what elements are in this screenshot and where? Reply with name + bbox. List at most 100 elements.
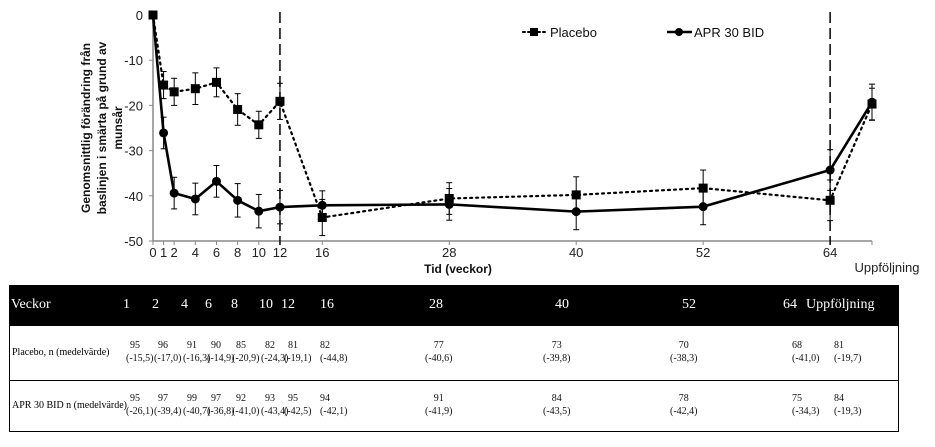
cell-mean: (-34,3) [792, 406, 820, 417]
cell-mean: (-16,3) [183, 353, 211, 364]
y-tick-label: -50 [124, 234, 143, 249]
data-point [867, 97, 877, 107]
cell-n: 92 [236, 393, 246, 404]
cell-n: 91 [433, 393, 444, 404]
table-cell: 95 (-15,5) [126, 339, 154, 365]
data-point [825, 165, 835, 175]
y-tick-label: -30 [124, 144, 143, 159]
x-tick-label: 64 [823, 245, 837, 260]
x-tick-label: 12 [273, 245, 287, 260]
data-point [275, 202, 285, 212]
cell-n: 81 [834, 340, 844, 351]
table-cell: 81 (-19,1) [284, 339, 312, 365]
x-tick-label: 10 [252, 245, 266, 260]
cell-n: 84 [551, 393, 562, 404]
y-axis-title-line: Genomsnittlig förändring från [79, 43, 93, 213]
cell-mean: (-36,8) [207, 406, 235, 417]
cell-n: 94 [320, 393, 330, 404]
cell-mean: (-24,3) [261, 353, 289, 364]
x-tick-label: 40 [569, 245, 583, 260]
table-cell: 82 (-44,8) [320, 339, 348, 365]
legend-item-apr: APR 30 BID [667, 25, 764, 40]
cell-n: 95 [288, 393, 298, 404]
cell-mean: (-41,0) [232, 406, 260, 417]
cell-n: 75 [792, 393, 802, 404]
table-cell: 81 (-19,7) [834, 339, 862, 365]
cell-n: 68 [792, 340, 802, 351]
cell-mean: (-20,9) [232, 353, 260, 364]
legend: Placebo APR 30 BID [522, 25, 764, 40]
cell-mean: (-19,3) [834, 406, 862, 417]
x-tick-label: Uppföljning [854, 260, 919, 275]
cell-n: 73 [551, 340, 562, 351]
data-point [317, 200, 327, 210]
data-table: Veckor 1 2 4 6 8 10 12 16 28 40 52 64 Uppföljning Pl… [9, 285, 899, 433]
axes: 0-10-20-30-40-500 1 2 4 6 8 10 12 16 28 40 52 64Uppf… [124, 8, 919, 275]
cell-mean: (-43,5) [543, 406, 571, 417]
table-cell: 73 (-39,8) [543, 339, 571, 365]
table-cell: 95 (-26,1) [126, 392, 154, 418]
table-cell: 82 (-24,3) [261, 339, 289, 365]
series-placebo [148, 10, 877, 237]
data-point [190, 84, 200, 94]
table-header-cell: 6 [205, 297, 212, 312]
table-header-cell: 2 [152, 297, 159, 312]
data-point [698, 202, 708, 212]
table-cell: 92 (-41,0) [232, 392, 260, 418]
table-header-cell: 12 [281, 297, 295, 312]
data-point [211, 77, 221, 87]
cell-n: 77 [433, 340, 444, 351]
table-cell: 93 (-43,4) [261, 392, 289, 418]
y-axis-title: Genomsnittlig förändring från baslinjen i… [79, 41, 125, 214]
cell-mean: (-17,0) [154, 353, 182, 364]
table-cell: 84 (-43,5) [543, 392, 571, 418]
cell-mean: (-42,4) [670, 406, 698, 417]
data-point [571, 207, 581, 217]
y-tick-label: -20 [124, 98, 143, 113]
cell-mean: (-19,1) [284, 353, 312, 364]
data-point [825, 195, 835, 205]
table-cell: 75 (-34,3) [792, 392, 820, 418]
y-tick-label: -40 [124, 189, 143, 204]
cell-mean: (-41,9) [425, 406, 453, 417]
cell-n: 82 [320, 340, 330, 351]
data-point [254, 120, 264, 130]
legend-circle-marker-icon [675, 28, 683, 36]
table-header-cell: 28 [429, 297, 443, 312]
table-header-cell: 8 [231, 297, 238, 312]
legend-label-placebo: Placebo [550, 25, 597, 40]
cell-n: 82 [265, 340, 275, 351]
data-point [233, 195, 243, 205]
x-tick-label: 2 [171, 245, 178, 260]
table-row-placebo: Placebo, n (medelvärde) 95 (-15,5) 96 (-17,… [9, 326, 899, 381]
data-point [254, 206, 264, 216]
table-header-cell: 4 [181, 297, 188, 312]
row-label-placebo: Placebo, n (medelvärde) [12, 347, 110, 358]
table-row-apr: APR 30 BID n (medelvärde) 95 (-26,1) 97 (-3… [9, 381, 899, 432]
x-tick-label: 8 [234, 245, 241, 260]
table-header-cell: 64 [783, 297, 797, 312]
table-header-cell: Uppföljning [806, 297, 875, 312]
cell-mean: (-42,1) [320, 406, 348, 417]
table-cell: 70 (-38,3) [670, 339, 698, 365]
x-tick-label: 1 [160, 245, 167, 260]
cell-n: 81 [288, 340, 298, 351]
cell-n: 95 [130, 340, 140, 351]
data-point [148, 10, 158, 20]
cell-n: 95 [130, 393, 140, 404]
data-point [169, 188, 179, 198]
cell-n: 99 [187, 393, 197, 404]
table-header-cell: 10 [259, 297, 273, 312]
series-line [151, 13, 874, 219]
y-axis-title-line: munsår [111, 106, 125, 150]
x-tick-label: 4 [192, 245, 199, 260]
cell-n: 90 [211, 340, 221, 351]
table-cell: 85 (-20,9) [232, 339, 260, 365]
x-tick-label: 0 [149, 245, 156, 260]
cell-mean: (-19,7) [834, 353, 862, 364]
cell-n: 93 [265, 393, 275, 404]
line-chart: 0-10-20-30-40-500 1 2 4 6 8 10 12 16 28 40 52 64Uppf… [79, 8, 920, 276]
cell-mean: (-43,4) [261, 406, 289, 417]
table-header-label: Veckor [11, 297, 51, 312]
table-cell: 90 (-14,9) [207, 339, 235, 365]
